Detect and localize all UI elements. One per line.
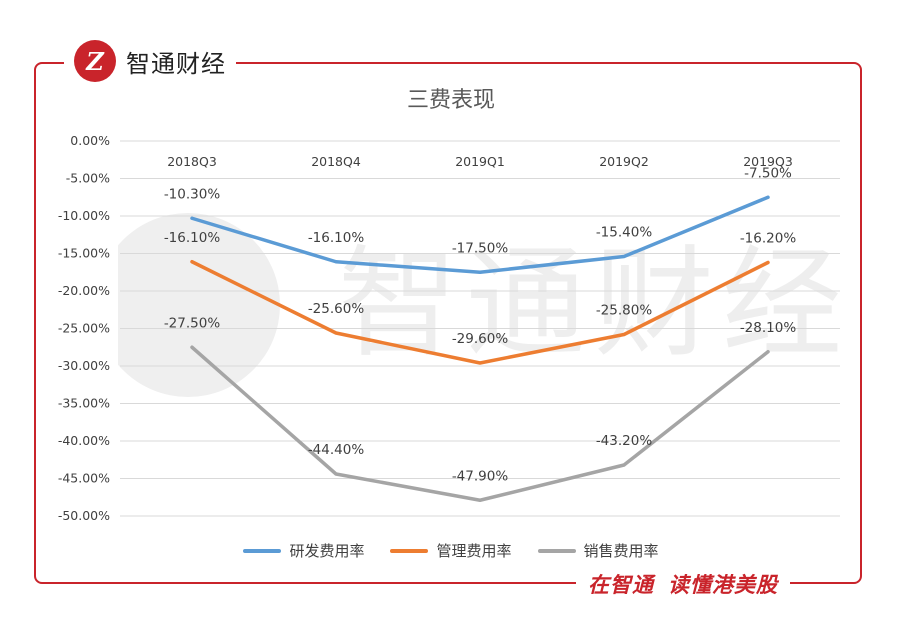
brand-logo-icon: Z	[74, 40, 116, 82]
y-tick-label: -25.00%	[58, 321, 110, 336]
y-tick-label: -5.00%	[66, 171, 110, 186]
y-axis: 0.00% -5.00% -10.00% -15.00% -20.00% -25.00% -…	[58, 133, 110, 523]
data-label: -25.60%	[308, 301, 365, 317]
data-point	[190, 260, 194, 264]
slogan-part2: 读懂港美股	[668, 573, 778, 597]
x-tick-label: 2018Q4	[311, 154, 361, 169]
data-label: -16.10%	[308, 230, 365, 246]
data-label: -47.90%	[452, 468, 509, 484]
x-tick-label: 2019Q1	[455, 154, 505, 169]
data-point	[478, 270, 482, 274]
series-line	[190, 260, 770, 365]
data-point	[190, 216, 194, 220]
slogan-part1: 在智通	[588, 573, 654, 597]
data-label: -25.80%	[596, 303, 653, 319]
data-label: -7.50%	[744, 165, 792, 181]
legend-swatch-sales	[537, 548, 576, 553]
data-label: -28.10%	[740, 320, 797, 336]
legend-swatch-rd	[243, 548, 282, 553]
data-label: -27.50%	[164, 315, 221, 331]
y-tick-label: 0.00%	[70, 133, 110, 148]
x-tick-label: 2019Q3	[743, 154, 793, 169]
legend-item-sales[interactable]: 销售费用率	[537, 540, 659, 561]
data-point	[334, 260, 338, 264]
data-point	[766, 261, 770, 264]
y-tick-label: -15.00%	[58, 246, 110, 261]
data-label: -16.20%	[740, 231, 797, 247]
data-point	[622, 333, 626, 336]
legend: 研发费用率 管理费用率 销售费用率	[0, 540, 902, 561]
legend-label-admin: 管理费用率	[436, 542, 512, 560]
data-label: -44.40%	[308, 442, 365, 458]
x-axis: 2018Q3 2018Q4 2019Q1 2019Q2 2019Q3	[167, 154, 793, 169]
series-line	[190, 195, 770, 274]
data-point	[766, 350, 770, 354]
data-point	[334, 331, 338, 335]
data-label: -10.30%	[164, 186, 221, 202]
legend-label-sales: 销售费用率	[583, 542, 659, 560]
data-label: -15.40%	[596, 225, 653, 241]
chart-frame	[34, 62, 862, 584]
legend-swatch-admin	[390, 548, 429, 553]
y-tick-label: -30.00%	[58, 358, 110, 373]
y-tick-label: -20.00%	[58, 283, 110, 298]
data-point	[478, 498, 482, 502]
data-point	[622, 463, 626, 467]
data-labels: -10.30% -16.10% -17.50% -15.40% -7.50% -16.10…	[164, 165, 797, 484]
y-tick-label: -50.00%	[58, 508, 110, 523]
chart-title: 三费表现	[406, 88, 495, 113]
x-tick-label: 2018Q3	[167, 154, 217, 169]
data-point	[334, 472, 338, 476]
data-label: -43.20%	[596, 433, 653, 449]
x-tick-label: 2019Q2	[599, 154, 649, 169]
legend-item-rd[interactable]: 研发费用率	[243, 540, 364, 561]
grid-lines	[120, 140, 840, 517]
data-point	[766, 195, 770, 199]
y-tick-label: -40.00%	[58, 433, 110, 448]
slogan: 在智通 读懂港美股	[576, 564, 790, 604]
y-tick-label: -10.00%	[58, 208, 110, 223]
brand-name: 智通财经	[126, 49, 226, 78]
series-lines	[190, 195, 770, 502]
data-label: -29.60%	[452, 331, 509, 347]
data-point	[622, 255, 626, 258]
data-point	[190, 345, 194, 349]
y-tick-label: -45.00%	[58, 471, 110, 486]
y-tick-label: -35.00%	[58, 396, 110, 411]
data-label: -16.10%	[164, 230, 221, 246]
legend-label-rd: 研发费用率	[289, 542, 365, 560]
data-label: -17.50%	[452, 240, 509, 256]
data-point	[478, 361, 482, 365]
brand-header: Z 智通财经	[64, 36, 236, 86]
legend-item-admin[interactable]: 管理费用率	[390, 540, 512, 561]
